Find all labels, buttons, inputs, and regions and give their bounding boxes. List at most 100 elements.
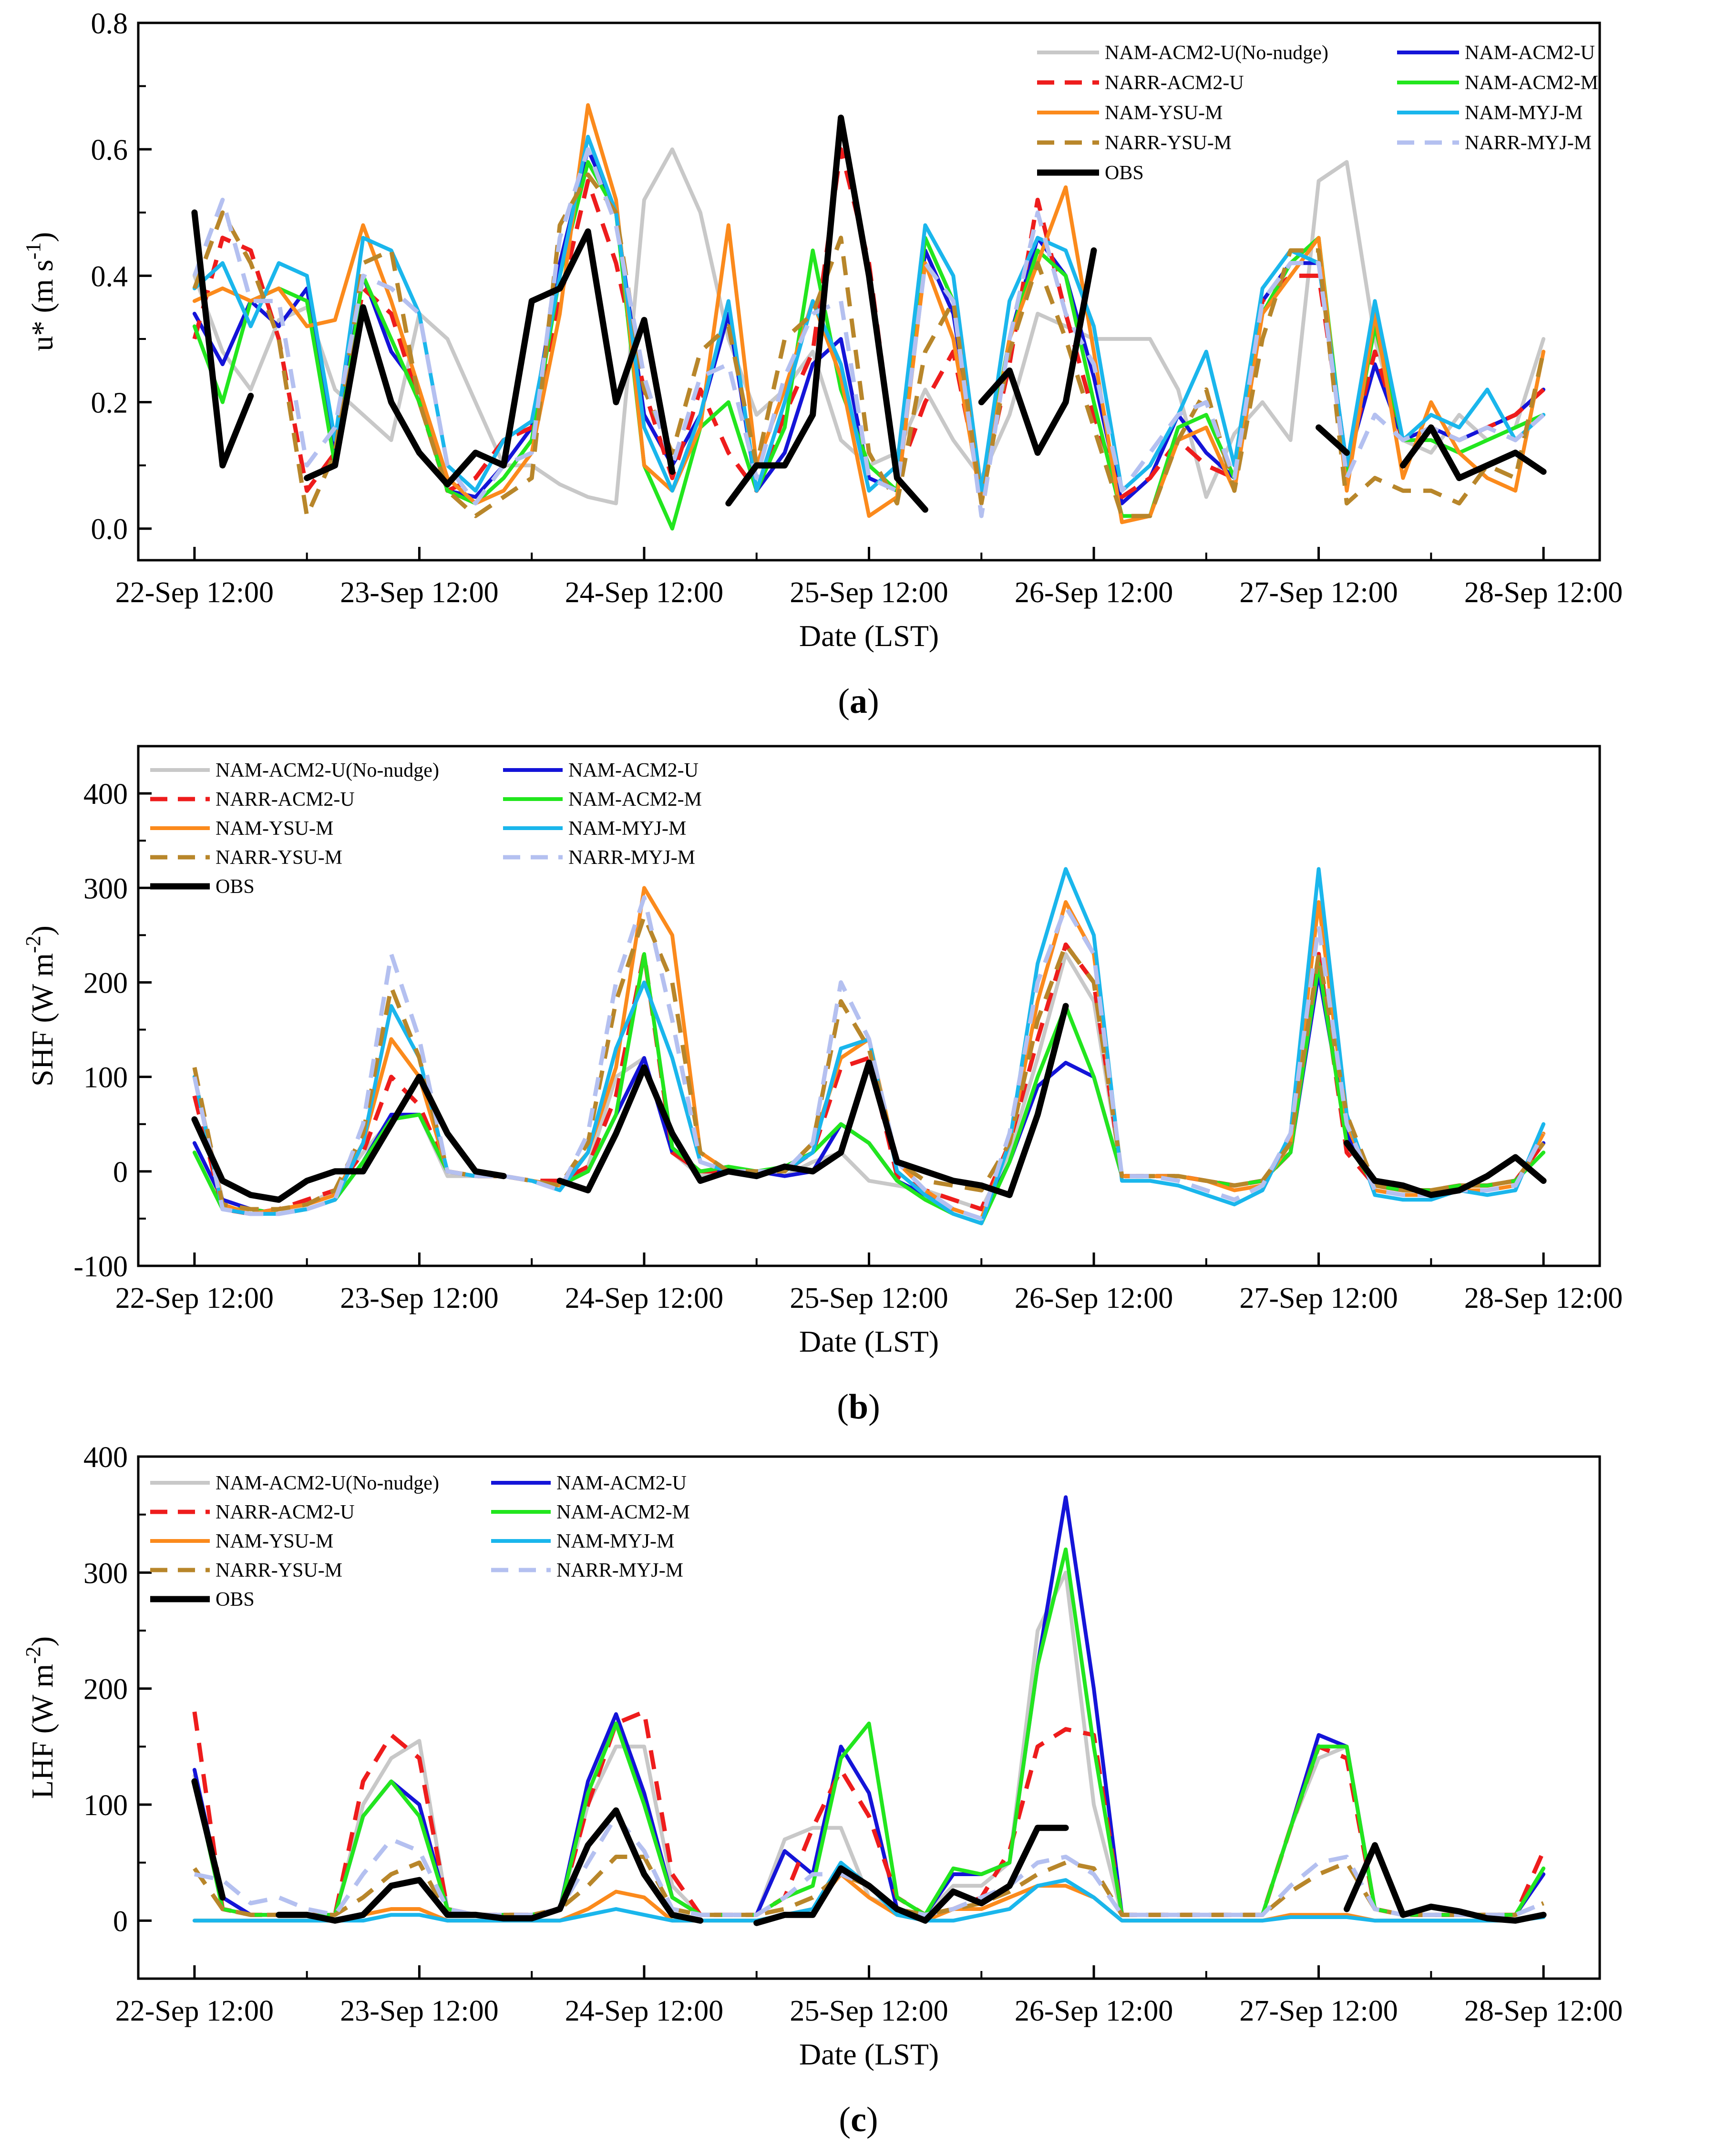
series-line-nam-ysu-m <box>192 103 1546 524</box>
y-tick-label: 0 <box>113 1905 128 1938</box>
x-tick-label: 27-Sep 12:00 <box>1239 1282 1398 1314</box>
y-axis-title-exponent: -1 <box>21 242 45 260</box>
legend-label: NAM-ACM2-U(No-nudge) <box>216 1472 439 1494</box>
series-line-nam-acm2-m <box>192 1547 1546 1917</box>
legend-label: NARR-YSU-M <box>1105 132 1232 154</box>
legend-label: NAM-ACM2-U(No-nudge) <box>216 760 439 781</box>
legend-label: NARR-MYJ-M <box>1465 132 1592 154</box>
y-tick-label: 400 <box>83 778 128 811</box>
x-tick-label: 25-Sep 12:00 <box>790 1282 948 1314</box>
x-tick-label: 23-Sep 12:00 <box>340 576 498 609</box>
y-axis-title: LHF (W m-2) <box>21 1636 59 1799</box>
panel-label-close: ) <box>867 682 879 721</box>
series-line-narr-acm2-u <box>192 942 1545 1216</box>
panel-label: (b) <box>837 1387 880 1427</box>
y-tick-label: 300 <box>83 1557 128 1590</box>
y-tick-label: 0 <box>113 1156 128 1189</box>
x-tick-label: 26-Sep 12:00 <box>1015 1282 1173 1314</box>
panel-label-letter: c <box>851 2100 866 2139</box>
legend-label: NAM-YSU-M <box>1105 102 1223 124</box>
legend: NAM-ACM2-U(No-nudge) NAM-ACM2-U NARR-ACM2-… <box>1037 42 1598 184</box>
x-axis-title: Date (LST) <box>799 1324 939 1358</box>
panel-label-letter: b <box>849 1387 868 1427</box>
y-axis-title-main: u* (m s <box>25 259 59 351</box>
legend-label: NAM-MYJ-M <box>556 1530 674 1552</box>
x-tick-label: 28-Sep 12:00 <box>1464 1282 1623 1314</box>
panel-label: (c) <box>839 2100 878 2139</box>
legend-label: NAM-MYJ-M <box>1465 102 1583 124</box>
x-tick-label: 24-Sep 12:00 <box>565 1282 723 1314</box>
y-tick-label: 200 <box>83 1673 128 1706</box>
series-line-narr-myj-m <box>192 147 1545 518</box>
y-tick-label: 200 <box>83 967 128 999</box>
x-tick-label: 25-Sep 12:00 <box>790 576 948 609</box>
x-tick-label: 27-Sep 12:00 <box>1239 576 1398 609</box>
panel-label: (a) <box>838 682 879 721</box>
legend-label: NAM-ACM2-U <box>1465 42 1595 64</box>
x-tick-label: 22-Sep 12:00 <box>115 1282 274 1314</box>
series-line-narr-ysu-m <box>193 1855 1544 1917</box>
legend-label: NAM-MYJ-M <box>568 818 686 840</box>
series-line-nam-ysu-m <box>192 1872 1546 1923</box>
series-line-narr-ysu-m <box>192 172 1546 518</box>
series-group <box>191 1495 1547 1926</box>
x-tick-label: 26-Sep 12:00 <box>1015 576 1173 609</box>
legend: NAM-ACM2-U(No-nudge) NAM-ACM2-U NARR-ACM2-… <box>150 760 702 898</box>
x-tick-label: 28-Sep 12:00 <box>1464 1995 1623 2027</box>
chart-panel-c: 0 100 200 300 400 22-Sep 12:00 23-Sep 12:00 24-… <box>21 1441 1623 2139</box>
x-tick-label: 27-Sep 12:00 <box>1239 1995 1398 2027</box>
y-tick-label: -100 <box>73 1251 128 1283</box>
chart-panel-a: 0.0 0.2 0.4 0.6 0.8 22-Sep 12:00 23-Sep 12:00 2… <box>21 8 1623 721</box>
y-tick-label: 100 <box>83 1062 128 1094</box>
series-line-obs <box>191 1778 1547 1926</box>
x-tick-label: 24-Sep 12:00 <box>565 1995 723 2027</box>
x-tick-label: 23-Sep 12:00 <box>340 1995 498 2027</box>
legend-label: NARR-ACM2-U <box>216 789 355 811</box>
panel-label-open: ( <box>838 682 850 721</box>
y-axis-title-main: SHF (W m <box>25 953 59 1087</box>
x-tick-label: 22-Sep 12:00 <box>115 576 274 609</box>
legend-label: NARR-MYJ-M <box>568 847 695 869</box>
series-line-narr-ysu-m <box>192 914 1545 1211</box>
y-axis-title-exponent: -2 <box>21 935 45 953</box>
y-axis-title-close: ) <box>25 232 59 242</box>
x-axis-title: Date (LST) <box>799 619 939 653</box>
y-tick-label: 300 <box>83 873 128 905</box>
series-line-obs <box>191 1003 1547 1203</box>
legend-label: NAM-YSU-M <box>216 1530 333 1552</box>
panel-label-letter: a <box>850 682 867 721</box>
legend-label: NARR-MYJ-M <box>556 1560 683 1581</box>
series-line-narr-myj-m <box>192 895 1546 1221</box>
x-tick-label: 25-Sep 12:00 <box>790 1995 948 2027</box>
panel-label-open: ( <box>837 1387 849 1427</box>
x-tick-label: 28-Sep 12:00 <box>1464 576 1623 609</box>
legend-label: NAM-ACM2-U(No-nudge) <box>1105 42 1328 64</box>
y-tick-label: 0.2 <box>91 387 128 420</box>
chart-panel-b: -100 0 100 200 300 400 22-Sep 12:00 23-Sep 12:0… <box>21 745 1623 1427</box>
legend-label: NAM-ACM2-M <box>568 789 702 811</box>
panel-label-close: ) <box>868 1387 880 1427</box>
legend-label: NARR-YSU-M <box>216 1560 342 1581</box>
x-tick-label: 23-Sep 12:00 <box>340 1282 498 1314</box>
y-tick-label: 0.0 <box>91 513 128 546</box>
series-line-obs <box>191 114 1547 513</box>
x-axis-title: Date (LST) <box>799 2037 939 2071</box>
panel-label-close: ) <box>866 2100 878 2139</box>
legend-label: NAM-ACM2-U <box>568 760 699 781</box>
series-group <box>191 103 1547 531</box>
legend-label: OBS <box>216 876 255 898</box>
y-tick-label: 0.6 <box>91 134 128 166</box>
y-axis-title-main: LHF (W m <box>25 1664 59 1799</box>
y-tick-label: 400 <box>83 1441 128 1474</box>
legend-label: NAM-ACM2-U <box>556 1472 687 1494</box>
x-tick-label: 24-Sep 12:00 <box>565 576 723 609</box>
x-tick-label: 26-Sep 12:00 <box>1015 1995 1173 2027</box>
legend-label: NARR-ACM2-U <box>216 1501 355 1523</box>
legend: NAM-ACM2-U(No-nudge) NAM-ACM2-U NARR-ACM2-… <box>150 1472 690 1611</box>
legend-label: NAM-ACM2-M <box>556 1501 690 1523</box>
panel-label-open: ( <box>839 2100 851 2139</box>
legend-label: NAM-ACM2-M <box>1465 72 1598 94</box>
y-axis-title-close: ) <box>25 1636 59 1646</box>
y-tick-label: 0.8 <box>91 8 128 40</box>
